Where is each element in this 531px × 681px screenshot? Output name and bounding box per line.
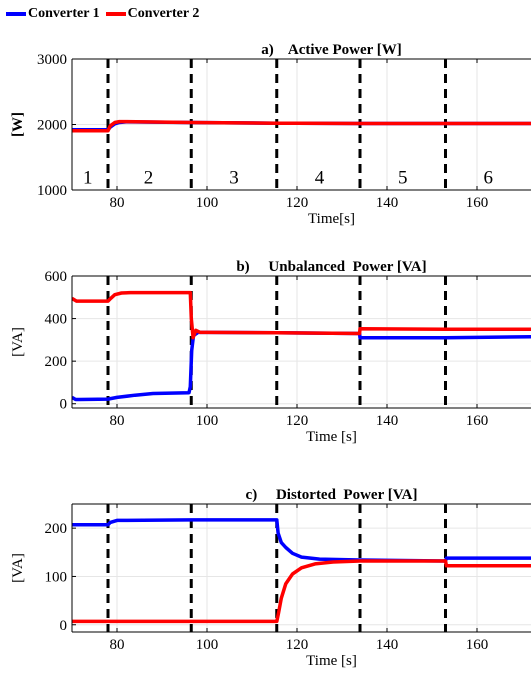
panel-c-y-tick-label: 200: [45, 521, 68, 537]
panel-a-region-label: 3: [229, 167, 239, 188]
legend-label-converter-2: Converter 2: [127, 6, 200, 21]
panel-a-region-label: 4: [315, 167, 325, 188]
panel-b-y-label: [VA]: [10, 327, 26, 357]
panel-b-x-label: Time [s]: [306, 429, 357, 445]
legend-item-converter-1: Converter 1: [6, 6, 100, 22]
panel-a-title: a) Active Power [W]: [261, 42, 402, 58]
panel-c-x-tick-label: 120: [286, 637, 309, 653]
panel-a-y-label: [W]: [10, 112, 26, 137]
panel-c-chart: 80 100 120 140 160 0 100 200 c) Distorted Power …: [10, 487, 531, 669]
panel-b-x-tick-label: 140: [376, 413, 399, 429]
panel-b-x-tick-label: 80: [110, 413, 125, 429]
panel-c-y-tick-label: 0: [60, 618, 68, 634]
panel-b-y-tick-label: 200: [45, 354, 68, 370]
panel-b-y-tick-label: 0: [60, 397, 68, 413]
panel-c-series-2-line: [72, 559, 531, 624]
panel-c-x-tick-label: 100: [196, 637, 219, 653]
panel-c-y-tick-label: 100: [45, 569, 68, 585]
panel-c-title: c) Distorted Power [VA]: [246, 487, 418, 503]
panel-b-series-2-line: [72, 290, 531, 340]
panel-b-y-tick-label: 600: [45, 269, 68, 285]
panel-b-x-tick-label: 160: [466, 413, 489, 429]
panel-b-y-tick-label: 400: [45, 312, 68, 328]
panel-b-x-tick-label: 100: [196, 413, 219, 429]
panel-a-y-tick-label: 2000: [37, 118, 67, 134]
panel-b-chart: 80 100 120 140 160 0 200 400 600 b) Unbalanced Po…: [10, 259, 531, 445]
panel-a-series-2-line: [72, 119, 531, 133]
panel-c-x-tick-label: 80: [110, 637, 125, 653]
panel-a-x-tick-label: 140: [376, 195, 399, 211]
panel-a-x-tick-label: 160: [466, 195, 489, 211]
panel-c-x-tick-label: 140: [376, 637, 399, 653]
legend-swatch-converter-1: [6, 12, 26, 16]
panel-a-region-label: 1: [83, 167, 93, 188]
panel-c-x-tick-label: 160: [466, 637, 489, 653]
panel-a-chart: 1 2 3 4 5 6 80 100 120 140 160 1000 2000 3000 a) Activ…: [10, 42, 531, 227]
panel-a-region-label: 5: [398, 167, 408, 188]
panel-a-x-tick-label: 80: [110, 195, 125, 211]
panel-c-series-1-line: [72, 518, 531, 563]
panel-a-x-tick-label: 100: [196, 195, 219, 211]
panel-c-y-label: [VA]: [10, 553, 26, 583]
panel-a-region-label: 2: [144, 167, 154, 188]
panel-a-region-label: 6: [484, 167, 494, 188]
panel-a-y-tick-label: 3000: [37, 52, 67, 68]
legend-item-converter-2: Converter 2: [105, 6, 200, 22]
panel-b-x-tick-label: 120: [286, 413, 309, 429]
panel-c-x-label: Time [s]: [306, 653, 357, 669]
panel-a-y-tick-label: 1000: [37, 183, 67, 199]
legend: Converter 1 Converter 2: [6, 4, 205, 24]
panel-b-series-1-line: [72, 330, 531, 402]
panel-a-x-label: Time[s]: [308, 211, 355, 227]
legend-swatch-converter-2: [105, 12, 126, 16]
legend-label-converter-1: Converter 1: [28, 6, 100, 21]
panel-a-x-tick-label: 120: [286, 195, 309, 211]
panel-b-title: b) Unbalanced Power [VA]: [236, 259, 426, 275]
